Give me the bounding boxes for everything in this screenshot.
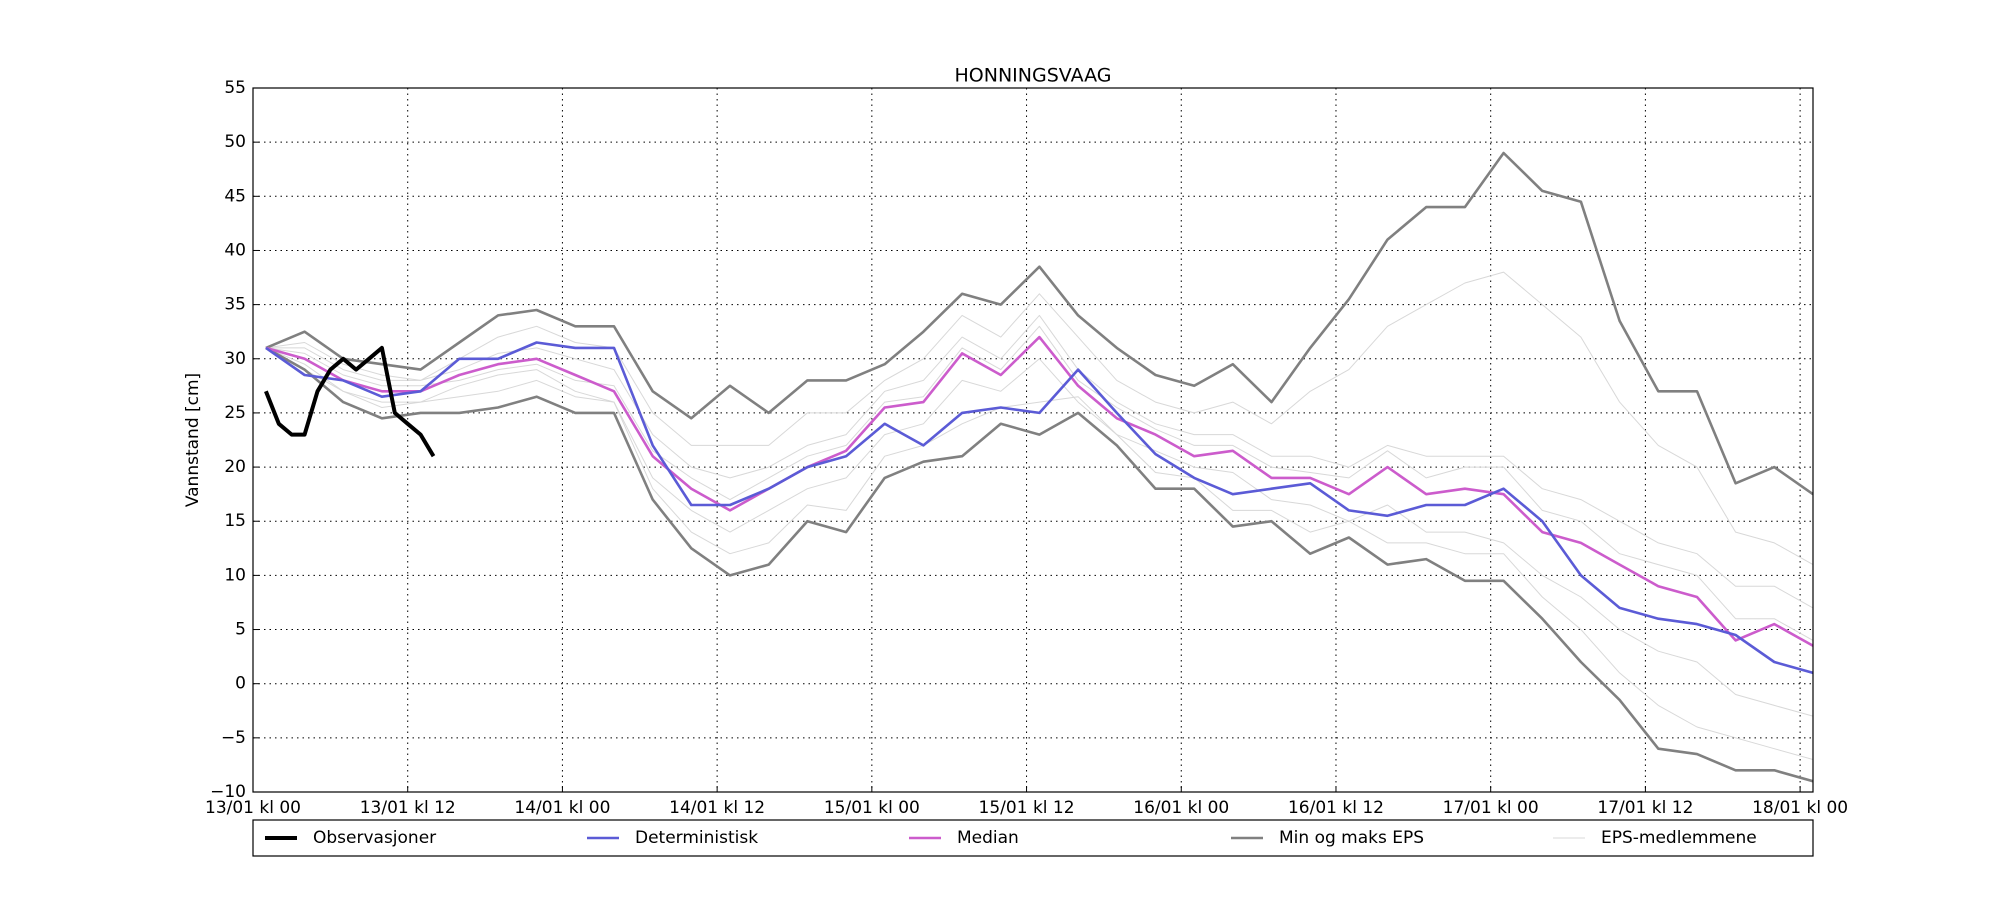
x-tick-label: 17/01 kl 12 [1597,798,1693,818]
x-tick-label: 13/01 kl 12 [360,798,456,818]
legend-label: Median [957,828,1019,848]
x-tick-label: 15/01 kl 00 [824,798,920,818]
series-line [265,325,1813,641]
series-line [265,271,1813,566]
legend-box [252,819,1814,857]
x-tick-label: 14/01 kl 12 [669,798,765,818]
y-tick-label: 15 [224,511,246,531]
y-tick-label: 35 [224,295,246,315]
series-line [264,345,436,458]
y-tick-label: 0 [235,674,246,694]
legend-label: Min og maks EPS [1279,828,1424,848]
x-tick-label: 13/01 kl 00 [205,798,301,818]
y-tick-label: −10 [210,782,246,802]
y-tick-label: 45 [224,186,246,206]
series-line [265,151,1813,496]
series-line [265,346,1813,783]
x-tick-label: 14/01 kl 00 [514,798,610,818]
legend-label: EPS-medlemmene [1601,828,1757,848]
series-line [265,347,1813,760]
y-tick-label: −5 [221,728,246,748]
series-line [265,341,1813,675]
series-line [265,335,1813,647]
x-tick-label: 17/01 kl 00 [1443,798,1539,818]
legend-label: Deterministisk [635,828,758,848]
x-tick-label: 16/01 kl 12 [1288,798,1384,818]
y-tick-label: 10 [224,565,246,585]
y-axis-label: Vannstand [cm] [183,373,203,507]
series-line [265,314,1813,609]
y-tick-label: 30 [224,349,246,369]
legend-label: Observasjoner [313,828,436,848]
y-tick-label: 40 [224,240,246,260]
y-tick-label: 25 [224,403,246,423]
x-tick-label: 15/01 kl 12 [979,798,1075,818]
chart-title: HONNINGSVAAG [955,65,1112,87]
plot-frame [252,87,1814,793]
y-tick-label: 55 [224,78,246,98]
y-tick-label: 20 [224,457,246,477]
y-tick-label: 5 [235,620,246,640]
y-tick-label: 50 [224,132,246,152]
series-line [265,347,1813,717]
x-tick-label: 16/01 kl 00 [1133,798,1229,818]
x-tick-label: 18/01 kl 00 [1752,798,1848,818]
